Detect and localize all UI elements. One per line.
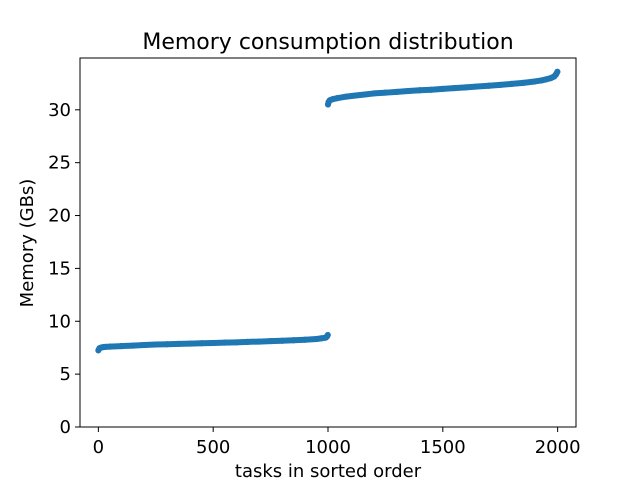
y-tick-label: 20	[48, 206, 71, 227]
x-tick-label: 1500	[420, 437, 466, 458]
x-tick-label: 2000	[535, 437, 581, 458]
y-tick-label: 30	[48, 100, 71, 121]
x-tick-label: 1000	[305, 437, 351, 458]
plot-frame	[79, 57, 577, 428]
plot-area	[79, 57, 577, 428]
y-axis: 0 5 10 15 20 25 30	[48, 100, 80, 438]
x-tick-label: 0	[93, 437, 104, 458]
y-tick-label: 25	[48, 153, 71, 174]
y-axis-label: Memory (GBs)	[17, 179, 38, 308]
y-tick-label: 15	[48, 258, 71, 279]
data-point	[554, 68, 561, 75]
chart-title: Memory consumption distribution	[142, 30, 513, 55]
y-tick-label: 5	[60, 364, 71, 385]
y-tick-label: 0	[60, 417, 71, 438]
x-axis-label: tasks in sorted order	[235, 461, 422, 480]
x-tick-label: 500	[196, 437, 230, 458]
data-point	[324, 332, 331, 339]
x-axis: 0 500 1000 1500 2000	[93, 427, 581, 458]
data-points	[95, 68, 561, 354]
y-tick-label: 10	[48, 311, 71, 332]
